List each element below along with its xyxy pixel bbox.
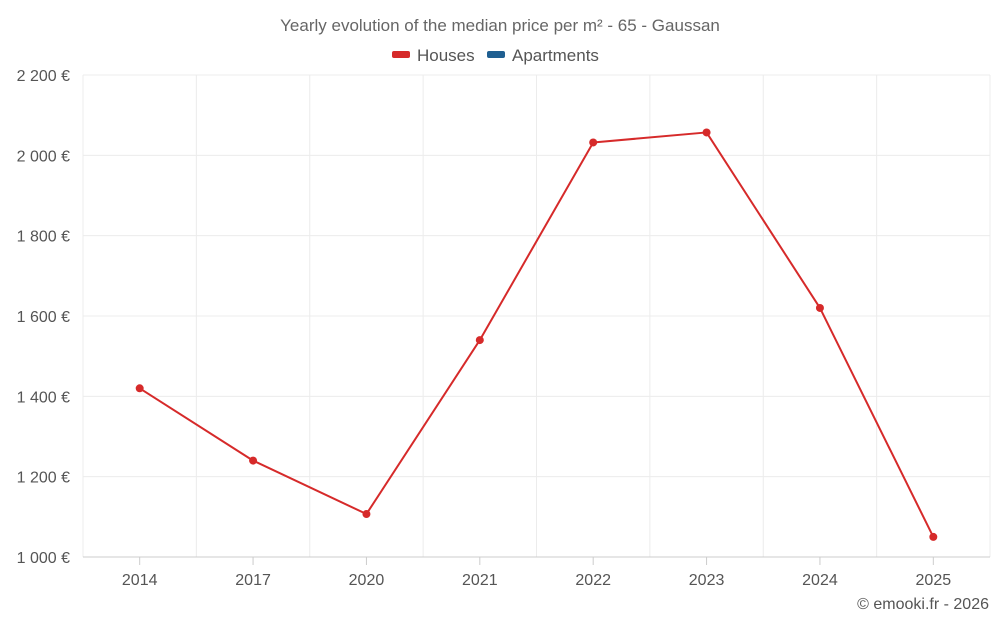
x-tick-label: 2023 [689,572,725,589]
x-tick-label: 2017 [235,572,271,589]
data-point-houses[interactable] [362,510,371,519]
y-tick-label: 1 800 € [17,229,70,246]
gridlines [82,74,991,557]
x-tick-label: 2025 [916,572,952,589]
legend-label-apartments: Apartments [512,46,599,65]
data-point-houses[interactable] [135,384,144,393]
data-point-houses[interactable] [249,456,258,465]
x-tick-label: 2020 [349,572,385,589]
x-tick-label: 2021 [462,572,498,589]
y-tick-label: 2 200 € [17,68,70,85]
x-tick-label: 2014 [122,572,158,589]
y-axis: 1 000 € 1 200 € 1 400 € 1 600 € 1 800 € 2 000… [17,68,70,567]
x-axis: 2014 2017 2020 2021 2022 2023 2024 2025 [83,556,990,589]
legend: Houses Apartments [392,46,599,65]
legend-item-houses[interactable]: Houses [392,46,475,65]
data-point-houses[interactable] [815,303,824,312]
y-tick-label: 2 000 € [17,148,70,165]
data-point-houses[interactable] [589,138,598,147]
plot-area [135,128,938,541]
x-tick-label: 2024 [802,572,838,589]
series-line-houses [139,131,935,538]
x-tick-label: 2022 [575,572,611,589]
y-tick-label: 1 200 € [17,470,70,487]
data-point-houses[interactable] [702,128,711,137]
y-tick-label: 1 000 € [17,550,70,567]
y-tick-label: 1 600 € [17,309,70,326]
legend-swatch-houses [392,51,410,58]
data-point-houses[interactable] [475,336,484,345]
legend-swatch-apartments [487,51,505,58]
y-tick-label: 1 400 € [17,389,70,406]
credit: © emooki.fr - 2026 [857,596,989,613]
legend-item-apartments[interactable]: Apartments [487,46,599,65]
data-point-houses[interactable] [929,532,938,541]
legend-label-houses: Houses [417,46,475,65]
chart-title: Yearly evolution of the median price per… [280,16,720,35]
